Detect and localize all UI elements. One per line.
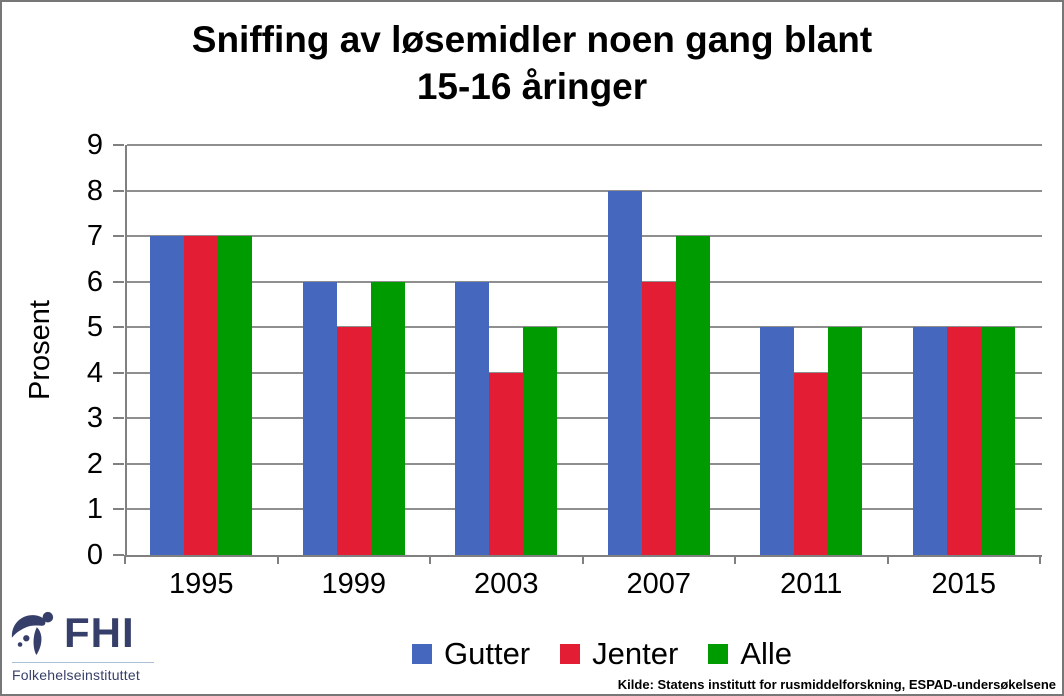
- bar-alle-2015: [980, 327, 1015, 555]
- x-axis-tick-5: [886, 555, 889, 564]
- y-axis-tick-4: [113, 371, 124, 374]
- bar-gutter-1995: [150, 236, 185, 555]
- x-axis-tick-label-2003: 2003: [473, 568, 539, 600]
- bar-gutter-2011: [760, 327, 795, 555]
- bar-jenter-2003: [489, 372, 524, 555]
- plot-area: [125, 144, 1042, 557]
- x-axis-tick-label-2011: 2011: [780, 568, 843, 600]
- x-axis-tick-3: [581, 555, 584, 564]
- y-axis-tick-9: [113, 144, 124, 146]
- y-axis-tick-label-1: 1: [86, 493, 103, 526]
- gridline-3: [127, 417, 1042, 420]
- x-axis-tick-4: [734, 555, 736, 564]
- bar-alle-1995: [218, 236, 253, 555]
- y-axis-tick-5: [113, 326, 124, 329]
- y-axis-tick-8: [113, 189, 124, 192]
- gridline-2: [127, 462, 1042, 465]
- y-axis-tick-label-0: 0: [86, 539, 103, 571]
- y-axis-tick-label-8: 8: [86, 174, 103, 207]
- bar-alle-2003: [523, 327, 558, 555]
- x-axis-tick-label-1999: 1999: [321, 568, 386, 600]
- fhi-swoosh-icon: [11, 611, 54, 656]
- y-axis-tick-label-9: 9: [86, 129, 103, 161]
- legend: Gutter Jenter Alle: [142, 636, 1062, 672]
- y-axis-tick-1: [113, 508, 124, 511]
- fhi-logo-divider: [12, 662, 154, 663]
- x-axis-tick-1: [276, 555, 279, 564]
- x-axis-tick-label-2015: 2015: [931, 568, 996, 600]
- y-axis-tick-label-4: 4: [86, 356, 103, 389]
- legend-label-alle: Alle: [740, 636, 793, 671]
- y-axis-tick-3: [113, 417, 124, 420]
- y-axis-tick-label-2: 2: [86, 447, 103, 480]
- legend-item-alle: Alle: [708, 636, 792, 672]
- x-axis-tick-label-1995: 1995: [168, 568, 234, 600]
- y-axis-tick-6: [113, 280, 124, 283]
- bar-jenter-2015: [946, 327, 981, 555]
- gridline-6: [127, 280, 1042, 283]
- bar-jenter-2011: [794, 372, 829, 555]
- bar-jenter-1995: [184, 236, 219, 555]
- gridline-4: [127, 371, 1042, 374]
- legend-item-gutter: Gutter: [411, 636, 531, 672]
- y-axis-tick-label-3: 3: [86, 402, 103, 435]
- source-citation: Kilde: Statens institutt for rusmiddelfo…: [617, 677, 1056, 692]
- x-axis-tick-2: [429, 555, 431, 564]
- x-axis-tick-6: [1039, 555, 1041, 564]
- chart-title-line1: Sniffing av løsemidler noen gang blant: [191, 19, 873, 60]
- bar-alle-2011: [828, 327, 863, 555]
- x-axis-tick-label-2007: 2007: [626, 568, 691, 600]
- bar-gutter-2015: [912, 327, 947, 555]
- gridline-8: [127, 189, 1042, 192]
- fhi-logo-abbr: FHI: [64, 609, 135, 656]
- chart-title: Sniffing av løsemidler noen gang blant 1…: [2, 16, 1062, 110]
- y-axis-tick-0: [113, 554, 124, 556]
- gridline-1: [127, 508, 1042, 511]
- gridline-9: [127, 144, 1042, 146]
- bar-gutter-2007: [607, 190, 642, 555]
- fhi-logo: FHI Folkehelseinstituttet: [10, 608, 170, 683]
- legend-label-gutter: Gutter: [443, 636, 531, 671]
- bar-alle-2007: [675, 236, 710, 555]
- y-axis-tick-7: [113, 235, 124, 238]
- legend-label-jenter: Jenter: [592, 636, 679, 671]
- bar-jenter-2007: [641, 281, 676, 555]
- legend-swatch-jenter: [560, 644, 581, 664]
- y-axis-tick-2: [113, 462, 124, 465]
- y-axis-tick-label-6: 6: [86, 265, 103, 298]
- y-axis-tick-label-7: 7: [86, 220, 103, 253]
- bar-jenter-1999: [336, 327, 371, 555]
- bar-gutter-2003: [455, 281, 490, 555]
- gridline-5: [127, 326, 1042, 329]
- y-axis-tick-label-5: 5: [86, 311, 103, 344]
- legend-swatch-gutter: [411, 644, 432, 664]
- fhi-logo-name: Folkehelseinstituttet: [12, 667, 140, 683]
- legend-item-jenter: Jenter: [560, 636, 678, 672]
- chart-title-line2: 15-16 åringer: [416, 66, 648, 107]
- x-axis-tick-0: [124, 555, 126, 564]
- gridline-7: [127, 235, 1042, 238]
- bar-gutter-1999: [302, 281, 337, 555]
- legend-swatch-alle: [708, 644, 729, 664]
- fhi-logo-top: FHI: [10, 608, 170, 658]
- bar-alle-1999: [370, 281, 405, 555]
